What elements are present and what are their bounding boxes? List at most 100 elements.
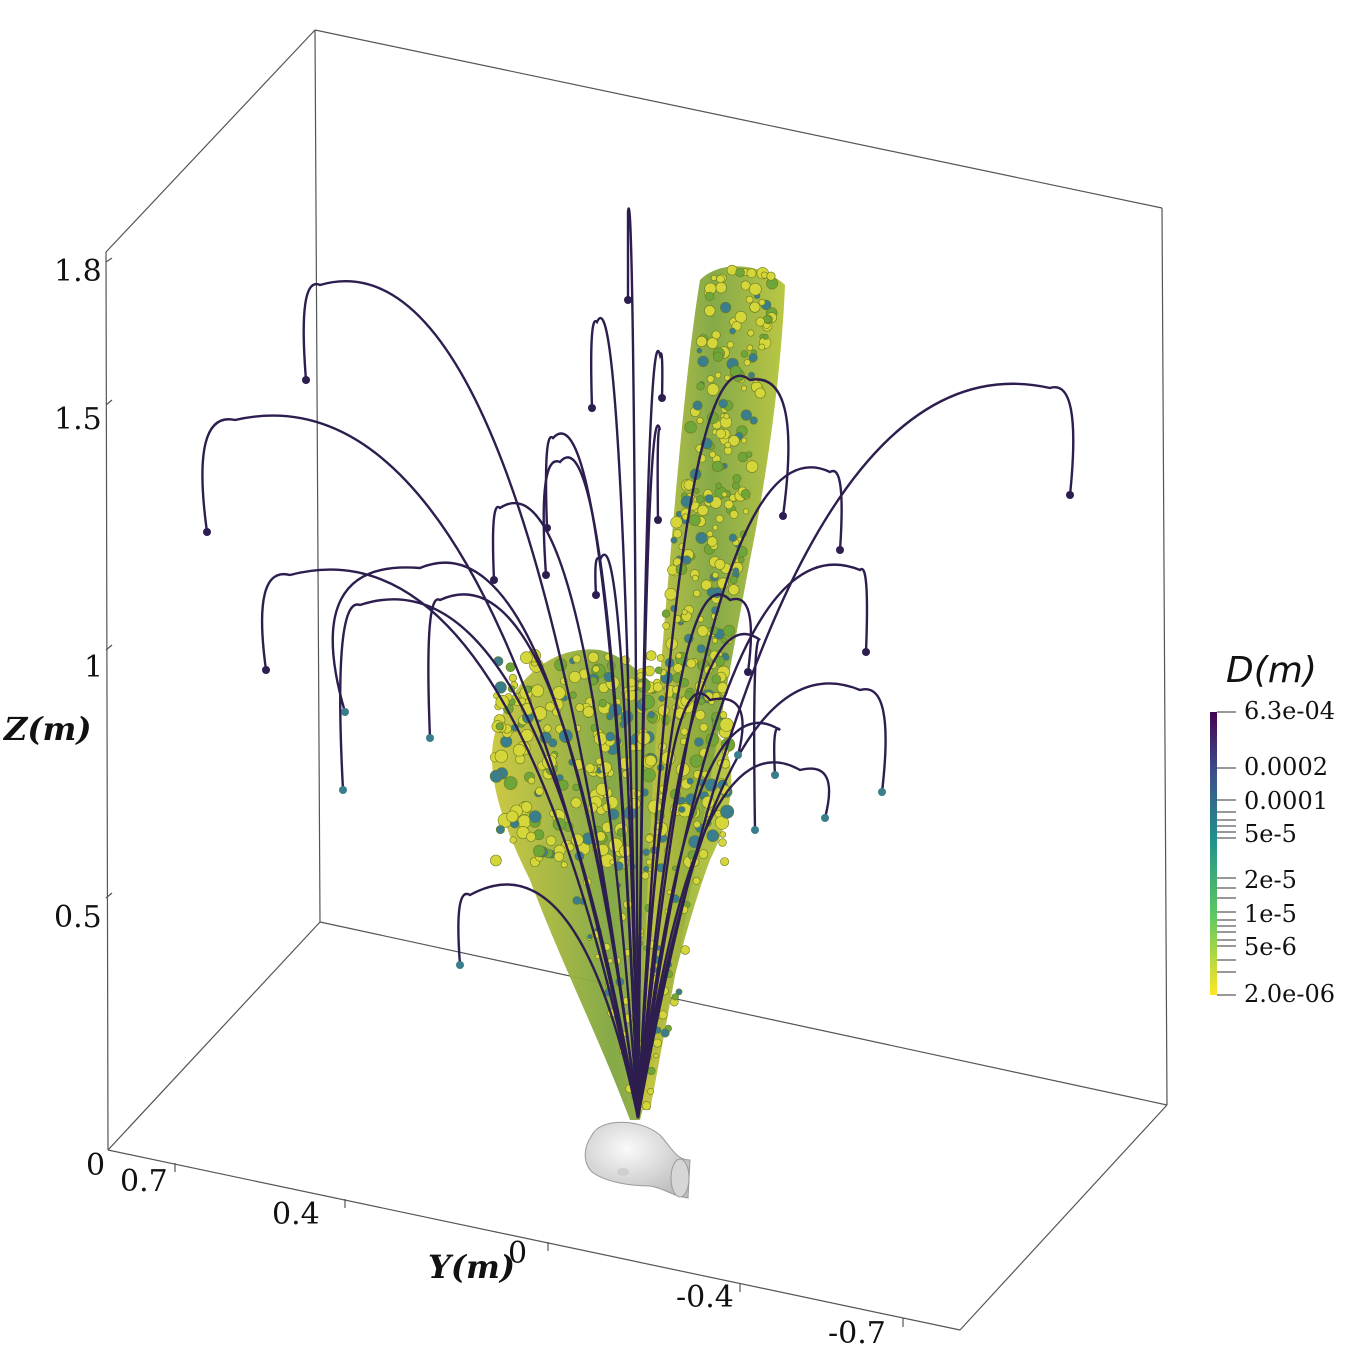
droplet-particle — [647, 1088, 654, 1095]
droplet-particle — [569, 691, 577, 700]
droplet-particle — [755, 317, 765, 327]
droplet-particle — [560, 861, 568, 869]
droplet-particle — [656, 654, 665, 662]
droplet-particle — [643, 865, 650, 873]
droplet-particle — [728, 584, 740, 596]
trajectory-path — [626, 207, 640, 1119]
z-tick-label: 1 — [84, 650, 104, 685]
droplet-particle — [706, 829, 720, 843]
human-head-model-icon — [584, 1121, 691, 1199]
y-tick-label: 0 — [508, 1236, 528, 1271]
droplet-particle — [645, 858, 653, 866]
droplet-particle — [704, 305, 716, 317]
trajectory-path — [260, 568, 640, 1119]
colorbar-label: 5e-5 — [1244, 820, 1297, 848]
droplet-particle — [700, 579, 712, 591]
droplet-particle — [735, 267, 745, 278]
trajectory-endpoint — [878, 788, 886, 796]
droplet-particle — [609, 859, 615, 865]
droplet-particle — [715, 482, 722, 489]
y-axis-ticks — [174, 1163, 904, 1327]
droplet-particle — [714, 371, 722, 379]
z-tick-label: 1.8 — [54, 254, 102, 289]
droplet-particle — [681, 609, 688, 616]
trajectory-path — [636, 374, 790, 1119]
droplet-particle — [710, 274, 718, 282]
droplet-particle — [696, 644, 706, 654]
droplet-particle — [732, 474, 742, 483]
droplet-particle — [697, 355, 709, 368]
droplet-particle — [670, 516, 683, 529]
droplet-particle — [747, 329, 755, 337]
trajectory-path — [302, 280, 640, 1119]
droplet-particle — [706, 337, 719, 350]
droplet-particle — [715, 428, 726, 439]
droplet-particle — [698, 849, 709, 859]
trajectory-path — [636, 382, 1075, 1119]
droplet-particle — [712, 524, 719, 531]
droplet-particle — [658, 1010, 668, 1020]
droplet-particle — [673, 663, 683, 673]
droplet-particle — [740, 437, 747, 444]
droplet-particle — [762, 333, 769, 340]
droplet-particle — [694, 709, 706, 721]
trajectory-endpoint — [658, 394, 666, 402]
droplet-particle — [696, 417, 704, 425]
droplet-particle — [719, 717, 734, 732]
droplet-particle — [686, 777, 694, 785]
droplet-particle — [720, 857, 729, 866]
droplet-particle — [737, 556, 745, 564]
droplet-particle — [664, 587, 677, 601]
trajectory-path — [339, 598, 640, 1119]
droplet-particle — [726, 264, 738, 276]
droplet-particle — [695, 335, 708, 348]
droplet-particle — [531, 684, 544, 698]
droplet-particle — [533, 844, 546, 858]
z-tick-label: 1.5 — [54, 402, 102, 437]
trajectory-path — [636, 721, 781, 1119]
colorbar-label: 0.0002 — [1244, 753, 1328, 781]
droplet-particle — [680, 727, 689, 736]
droplet-particle — [671, 993, 679, 1001]
droplet-particle — [766, 271, 776, 281]
droplet-particle — [693, 820, 701, 829]
droplet-particle — [620, 710, 634, 724]
droplet-particle — [490, 854, 502, 867]
droplet-particle — [587, 933, 593, 940]
droplet-particle — [575, 703, 585, 712]
trajectory-endpoint — [771, 771, 779, 779]
droplet-particle — [740, 489, 751, 499]
z-axis-title: Z(m) — [4, 710, 92, 748]
droplet-particle — [553, 851, 565, 862]
droplet-particles — [489, 264, 779, 1111]
colorbar — [1210, 711, 1236, 996]
droplet-particle — [653, 1053, 659, 1059]
droplet-particle — [678, 806, 686, 813]
droplet-particle — [525, 831, 536, 842]
droplet-particle — [740, 409, 752, 421]
droplet-particle — [585, 763, 595, 773]
droplet-particle — [695, 495, 705, 504]
z-axis-ticks — [105, 257, 113, 899]
trajectory-endpoint — [1066, 491, 1074, 499]
droplet-particle — [729, 575, 738, 584]
droplet-particle — [520, 801, 533, 813]
droplet-particle — [754, 387, 766, 399]
y-axis-title: Y(m) — [428, 1248, 515, 1286]
droplet-particle — [641, 871, 650, 880]
droplet-particle — [718, 838, 727, 847]
droplet-particle — [642, 848, 650, 856]
droplet-particle — [706, 383, 720, 396]
trajectory-endpoint — [588, 404, 596, 412]
droplet-particle — [520, 651, 533, 665]
droplet-particle — [645, 834, 654, 843]
trajectory-endpoint — [490, 576, 498, 584]
droplet-particle — [740, 280, 751, 291]
droplet-particle — [582, 706, 595, 718]
trajectory-path — [636, 633, 761, 1119]
droplet-particle — [681, 555, 692, 565]
droplet-particle — [745, 460, 759, 473]
droplet-particle — [535, 786, 544, 796]
colorbar-label: 6.3e-04 — [1244, 697, 1336, 725]
trajectory-endpoint — [744, 668, 752, 676]
